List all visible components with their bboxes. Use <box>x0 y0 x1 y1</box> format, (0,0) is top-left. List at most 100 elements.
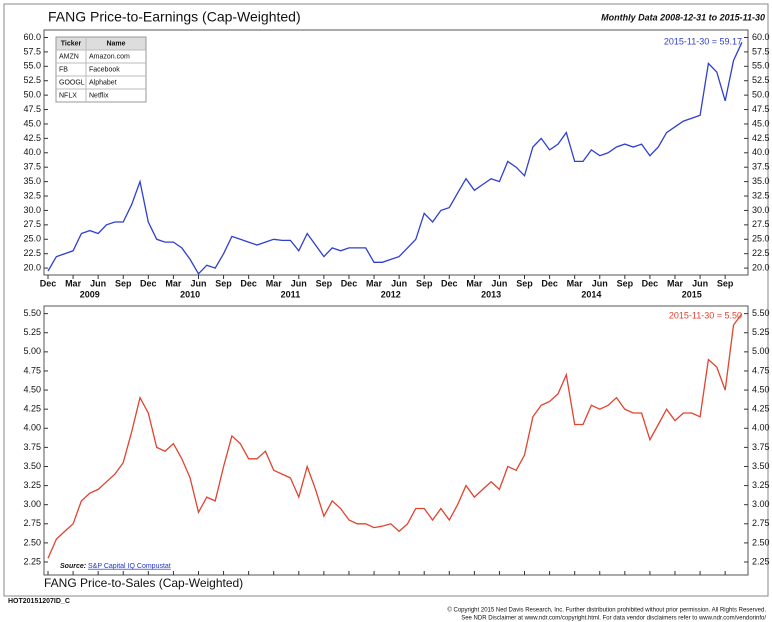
x-tick-label: Dec <box>140 278 157 288</box>
panel-frame <box>43 305 749 576</box>
y-tick-label: 2.25 <box>23 556 41 566</box>
annotation: 2015-11-30 = 5.50 <box>669 310 742 320</box>
x-tick-label: Dec <box>341 278 358 288</box>
y-tick-label: 35.0 <box>752 176 770 186</box>
y-tick-label: 3.00 <box>23 499 41 509</box>
y-tick-label: 32.5 <box>752 190 770 200</box>
year-label: 2015 <box>682 289 702 299</box>
y-tick-label: 45.0 <box>23 118 41 128</box>
y-tick-label: 3.00 <box>752 499 770 509</box>
annotation: 2015-11-30 = 59.17 <box>664 36 742 46</box>
y-tick-label: 2.50 <box>752 537 770 547</box>
copyright: © Copyright 2015 Ned Davis Research, Inc… <box>447 607 766 614</box>
x-tick-label: Sep <box>316 278 333 288</box>
y-tick-label: 5.25 <box>752 327 770 337</box>
y-tick-label: 4.50 <box>23 384 41 394</box>
year-label: 2010 <box>180 289 200 299</box>
source: S&P Capital IQ Compustat <box>88 563 171 570</box>
year-label: 2013 <box>481 289 501 299</box>
y-tick-label: 4.75 <box>752 365 770 375</box>
x-tick-label: Sep <box>416 278 433 288</box>
x-tick-label: Jun <box>592 278 608 288</box>
y-tick-label: 3.50 <box>23 461 41 471</box>
y-tick-label: 22.5 <box>752 248 770 258</box>
year-label: 2009 <box>80 289 100 299</box>
y-tick-label: 4.00 <box>23 423 41 433</box>
legend-cell: AMZN <box>59 53 79 60</box>
y-tick-label: 55.0 <box>23 61 41 71</box>
x-tick-label: Mar <box>466 278 483 288</box>
legend-column: Ticker <box>61 40 82 47</box>
y-tick-label: 3.25 <box>752 480 770 490</box>
x-tick-label: Dec <box>642 278 659 288</box>
footer-code: HOT20151207ID_C <box>8 598 70 605</box>
year-label: 2011 <box>281 289 301 299</box>
chart-title: FANG Price-to-Earnings (Cap-Weighted) <box>48 9 301 25</box>
x-tick-label: Dec <box>40 278 57 288</box>
series-line <box>47 313 743 559</box>
y-tick-label: 45.0 <box>752 118 770 128</box>
y-tick-label: 4.00 <box>752 423 770 433</box>
y-tick-label: 2.25 <box>752 556 770 566</box>
y-tick-label: 47.5 <box>752 104 770 114</box>
x-tick-label: Jun <box>391 278 407 288</box>
y-tick-label: 57.5 <box>752 46 770 56</box>
y-tick-label: 37.5 <box>23 162 41 172</box>
y-tick-label: 50.0 <box>752 90 770 100</box>
y-tick-label: 30.0 <box>23 205 41 215</box>
y-tick-label: 2.50 <box>23 537 41 547</box>
y-tick-label: 40.0 <box>23 147 41 157</box>
x-tick-label: Dec <box>441 278 458 288</box>
y-tick-label: 25.0 <box>752 234 770 244</box>
x-tick-label: Jun <box>692 278 708 288</box>
y-tick-label: 4.25 <box>752 404 770 414</box>
x-tick-label: Dec <box>541 278 558 288</box>
outer-frame <box>3 3 769 597</box>
x-tick-label: Dec <box>240 278 257 288</box>
legend-cell: GOOGL <box>59 79 85 86</box>
panel-frame <box>43 29 749 276</box>
legend-cell: Netflix <box>89 92 109 99</box>
y-tick-label: 52.5 <box>23 75 41 85</box>
chart-title: FANG Price-to-Sales (Cap-Weighted) <box>44 576 243 590</box>
copyright: See NDR Disclaimer at www.ndr.com/copyri… <box>461 616 766 622</box>
y-tick-label: 22.5 <box>23 248 41 258</box>
y-tick-label: 3.75 <box>23 442 41 452</box>
subtitle: Monthly Data 2008-12-31 to 2015-11-30 <box>601 12 765 22</box>
y-tick-label: 32.5 <box>23 190 41 200</box>
legend-cell: FB <box>59 66 68 73</box>
y-tick-label: 3.25 <box>23 480 41 490</box>
legend-cell: Facebook <box>89 66 120 73</box>
y-tick-label: 40.0 <box>752 147 770 157</box>
y-tick-label: 60.0 <box>23 32 41 42</box>
y-tick-label: 30.0 <box>752 205 770 215</box>
y-tick-label: 50.0 <box>23 90 41 100</box>
legend-column: Name <box>106 40 125 47</box>
y-tick-label: 55.0 <box>752 61 770 71</box>
y-tick-label: 2.75 <box>23 518 41 528</box>
x-tick-label: Sep <box>215 278 232 288</box>
y-tick-label: 5.50 <box>23 308 41 318</box>
x-tick-label: Jun <box>291 278 307 288</box>
x-tick-label: Mar <box>165 278 182 288</box>
y-tick-label: 42.5 <box>752 133 770 143</box>
x-tick-label: Mar <box>65 278 82 288</box>
x-tick-label: Jun <box>491 278 507 288</box>
y-tick-label: 20.0 <box>23 262 41 272</box>
y-tick-label: 5.25 <box>23 327 41 337</box>
y-tick-label: 4.75 <box>23 365 41 375</box>
y-tick-label: 25.0 <box>23 234 41 244</box>
x-tick-label: Jun <box>90 278 106 288</box>
y-tick-label: 4.25 <box>23 404 41 414</box>
y-tick-label: 37.5 <box>752 162 770 172</box>
x-tick-label: Sep <box>717 278 734 288</box>
series-line <box>47 42 743 275</box>
x-tick-label: Sep <box>617 278 634 288</box>
legend-cell: NFLX <box>59 92 77 99</box>
year-label: 2014 <box>581 289 601 299</box>
y-tick-label: 35.0 <box>23 176 41 186</box>
x-tick-label: Mar <box>667 278 684 288</box>
y-tick-label: 5.00 <box>23 346 41 356</box>
y-tick-label: 27.5 <box>23 219 41 229</box>
